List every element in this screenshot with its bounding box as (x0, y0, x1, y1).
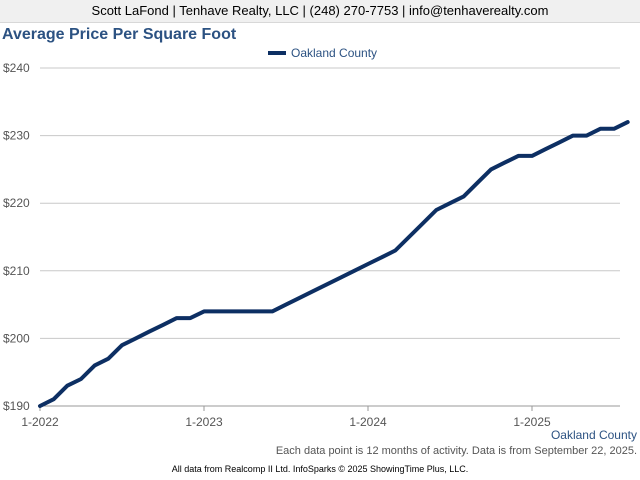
x-tick-label: 1-2024 (349, 415, 387, 429)
chart-title: Average Price Per Square Foot (2, 26, 237, 43)
y-tick-label: $220 (3, 196, 30, 210)
x-axis-ticks: 1-2022 1-2023 1-2024 1-2025 (21, 406, 551, 429)
contact-header: Scott LaFond | Tenhave Realty, LLC | (24… (0, 0, 640, 23)
y-tick-label: $240 (3, 61, 30, 75)
y-tick-label: $230 (3, 129, 30, 143)
data-note: Each data point is 12 months of activity… (275, 445, 637, 457)
footer-credit: All data from Realcomp II Ltd. InfoSpark… (171, 464, 469, 474)
series-line-oakland-county (38, 120, 630, 408)
contact-text: Scott LaFond | Tenhave Realty, LLC | (24… (91, 3, 549, 18)
chart-legend[interactable]: Oakland County (268, 46, 377, 60)
legend-label: Oakland County (291, 46, 378, 60)
y-tick-label: $190 (3, 399, 30, 413)
region-label: Oakland County (550, 428, 637, 442)
grid-lines (40, 67, 620, 407)
y-axis-ticks: $190 $200 $210 $220 $230 $240 (3, 61, 30, 413)
y-tick-label: $200 (3, 331, 30, 345)
x-tick-label: 1-2022 (21, 415, 59, 429)
x-tick-label: 1-2025 (513, 415, 551, 429)
x-tick-label: 1-2023 (185, 415, 223, 429)
y-tick-label: $210 (3, 264, 30, 278)
series-layer (38, 120, 630, 408)
legend-swatch (268, 51, 286, 55)
